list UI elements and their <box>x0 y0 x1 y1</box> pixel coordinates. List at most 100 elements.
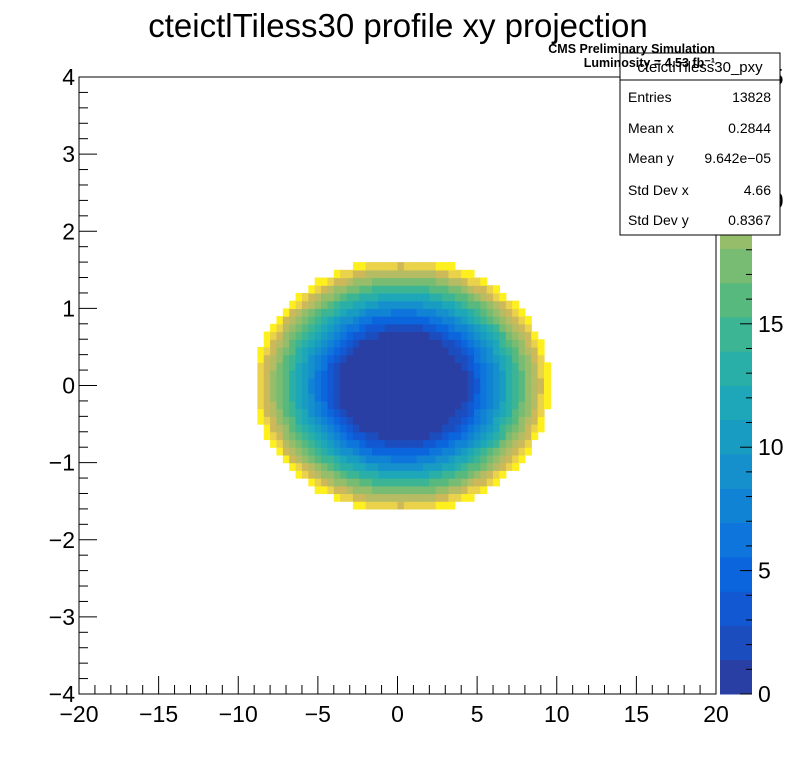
heatmap-cell <box>327 362 335 371</box>
heatmap-cell <box>454 292 462 302</box>
heatmap-cell <box>365 269 373 279</box>
heatmap-cell <box>416 323 424 333</box>
heatmap-cell <box>518 439 526 448</box>
heatmap-cell <box>435 370 443 379</box>
heatmap-cell <box>429 493 437 502</box>
heatmap-cell <box>435 308 443 317</box>
x-tick-label: 20 <box>703 701 729 727</box>
heatmap-cell <box>505 462 513 471</box>
heatmap-cell <box>499 470 507 479</box>
heatmap-cell <box>346 385 354 394</box>
heatmap-cell <box>422 308 430 317</box>
heatmap-cell <box>301 331 309 340</box>
heatmap-cell <box>454 346 462 356</box>
heatmap-cell <box>270 346 278 356</box>
heatmap-cell <box>372 370 379 379</box>
heatmap-cell <box>435 416 443 425</box>
heatmap-cell <box>448 408 456 417</box>
heatmap-cell <box>448 346 456 356</box>
heatmap-cell <box>378 377 386 387</box>
heatmap-cell <box>365 370 373 379</box>
heatmap-cell <box>448 285 456 294</box>
heatmap-cell <box>352 408 360 417</box>
heatmap-cell <box>429 408 437 417</box>
heatmap-cell <box>340 292 348 302</box>
heatmap-cell <box>403 285 411 294</box>
heatmap-cell <box>327 377 335 387</box>
heatmap-cell <box>493 385 501 394</box>
heatmap-cell <box>422 478 430 487</box>
heatmap-cell <box>454 308 462 317</box>
heatmap-cell <box>480 370 488 379</box>
heatmap-cell <box>263 408 271 417</box>
heatmap-cell <box>397 285 405 294</box>
heatmap-cell <box>346 478 354 487</box>
heatmap-cell <box>359 331 367 340</box>
heatmap-cell <box>454 385 462 394</box>
heatmap-cell <box>257 377 265 387</box>
heatmap-cell <box>346 316 354 325</box>
heatmap-cell <box>321 439 329 448</box>
heatmap-cell <box>397 385 405 394</box>
heatmap-cell <box>365 331 373 340</box>
heatmap-cell <box>499 346 507 356</box>
heatmap-cell <box>397 470 405 479</box>
x-tick-label: −20 <box>59 701 98 727</box>
heatmap-cell <box>410 462 418 471</box>
heatmap-cell <box>467 362 475 371</box>
heatmap-cell <box>518 400 526 410</box>
heatmap-cell <box>270 354 278 363</box>
heatmap-cell <box>384 316 392 325</box>
heatmap-cell <box>448 269 456 279</box>
heatmap-cell <box>518 354 526 363</box>
heatmap-cell <box>531 416 539 425</box>
heatmap-cell <box>410 478 418 487</box>
heatmap-cell <box>454 370 462 379</box>
heatmap-cell <box>403 478 411 487</box>
heatmap-cell <box>257 400 265 410</box>
heatmap-cell <box>493 285 501 294</box>
heatmap-cell <box>295 385 303 394</box>
heatmap-cell <box>448 377 456 387</box>
heatmap-cell <box>480 339 488 348</box>
heatmap-cell <box>333 431 341 441</box>
heatmap-cell <box>454 439 462 448</box>
heatmap-cell <box>473 316 481 325</box>
heatmap-cell <box>295 400 303 410</box>
heatmap-cell <box>416 362 424 371</box>
heatmap-cell <box>429 354 437 363</box>
heatmap-cell <box>340 346 348 356</box>
heatmap-cell <box>308 362 316 371</box>
heatmap-cell <box>295 370 303 379</box>
heatmap-cell <box>448 308 456 317</box>
heatmap-cell <box>346 493 354 502</box>
heatmap-cell <box>308 331 316 340</box>
heatmap-cell <box>327 431 335 441</box>
heatmap-cell <box>454 478 462 487</box>
heatmap-cell <box>365 462 373 471</box>
heatmap-cell <box>282 377 290 387</box>
heatmap-cell <box>410 501 418 510</box>
heatmap-cell <box>333 362 341 371</box>
heatmap-cell <box>365 323 373 333</box>
heatmap-cell <box>282 385 290 394</box>
heatmap-cell <box>448 462 456 471</box>
heatmap-cell <box>289 408 297 417</box>
heatmap-cell <box>384 462 392 471</box>
heatmap-cell <box>301 323 309 333</box>
heatmap-cell <box>359 470 367 479</box>
heatmap-cell <box>512 331 520 340</box>
heatmap-cell <box>467 300 475 309</box>
heatmap-cell <box>359 416 367 425</box>
heatmap-cell <box>518 431 526 441</box>
heatmap-cell <box>435 346 443 356</box>
heatmap-cell <box>480 400 488 410</box>
heatmap-cell <box>384 323 392 333</box>
heatmap-cell <box>473 485 481 495</box>
heatmap-cell <box>493 431 501 441</box>
heatmap-cell <box>454 285 462 294</box>
heatmap-cell <box>512 346 520 356</box>
heatmap-cell <box>308 292 316 302</box>
heatmap-cell <box>321 400 329 410</box>
heatmap-cell <box>340 393 348 402</box>
